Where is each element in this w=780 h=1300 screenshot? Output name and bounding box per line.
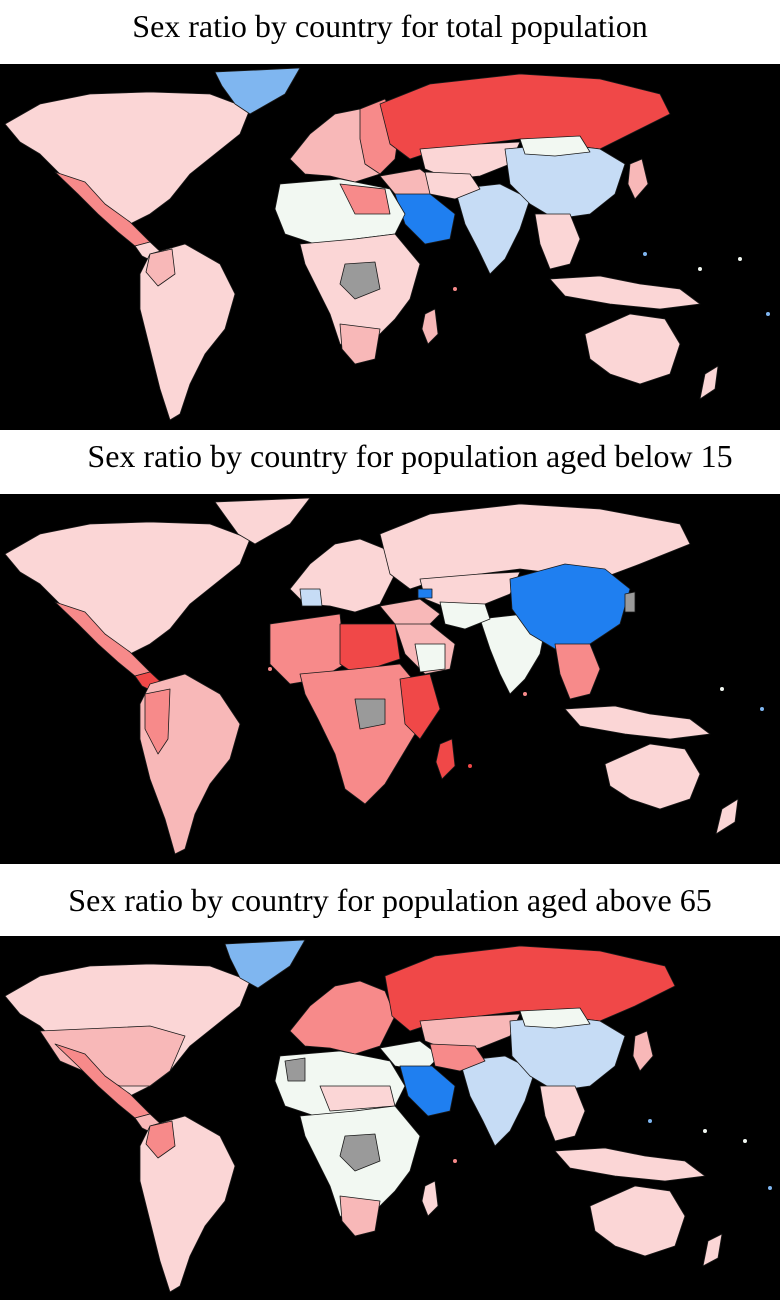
region-dr-congo bbox=[339, 1133, 381, 1172]
region-madagascar bbox=[435, 738, 456, 780]
region-japan bbox=[627, 158, 649, 200]
island-marker bbox=[453, 287, 457, 291]
region-caucasus bbox=[417, 588, 433, 599]
region-new-zealand bbox=[702, 1233, 723, 1267]
island-marker bbox=[698, 267, 702, 271]
region-mongolia bbox=[519, 135, 591, 157]
island-marker bbox=[648, 1119, 652, 1123]
region-middle-east bbox=[379, 1040, 441, 1072]
region-iran-pakistan bbox=[429, 1043, 486, 1072]
region-new-zealand bbox=[699, 365, 719, 400]
region-greenland bbox=[224, 939, 306, 989]
map-title-total: Sex ratio by country for total populatio… bbox=[132, 8, 648, 44]
region-japan bbox=[632, 1030, 654, 1072]
region-madagascar bbox=[421, 1180, 439, 1217]
region-southern-africa bbox=[339, 323, 381, 365]
island-marker bbox=[523, 692, 527, 696]
region-india bbox=[454, 183, 531, 275]
island-marker bbox=[453, 1159, 457, 1163]
region-north-america bbox=[4, 521, 251, 655]
region-iran-pakistan bbox=[424, 171, 481, 200]
region-indonesia bbox=[549, 275, 701, 310]
island-marker bbox=[703, 1129, 707, 1133]
region-australia bbox=[604, 743, 701, 810]
island-marker bbox=[766, 312, 770, 316]
region-arabia bbox=[399, 1065, 456, 1117]
region-central-asia bbox=[419, 141, 521, 180]
region-central-asia bbox=[419, 571, 521, 610]
region-indonesia bbox=[554, 1147, 706, 1182]
region-iran-pakistan bbox=[439, 601, 491, 630]
region-madagascar bbox=[421, 308, 439, 345]
map-total-population bbox=[0, 64, 780, 430]
region-andes bbox=[144, 688, 171, 755]
region-southeast-asia bbox=[534, 213, 581, 270]
island-marker bbox=[468, 764, 472, 768]
region-west-africa-gray bbox=[284, 1057, 306, 1082]
region-dr-congo bbox=[339, 261, 381, 300]
region-southern-africa bbox=[339, 1195, 381, 1237]
region-central-africa bbox=[299, 663, 426, 805]
map-above-65 bbox=[0, 936, 780, 1300]
region-western-europe bbox=[289, 980, 396, 1055]
island-marker bbox=[760, 707, 764, 711]
region-indonesia bbox=[564, 705, 711, 740]
island-marker bbox=[743, 1139, 747, 1143]
region-east-africa bbox=[399, 673, 441, 740]
island-marker bbox=[738, 257, 742, 261]
region-greenland bbox=[214, 67, 301, 115]
region-dr-congo bbox=[354, 698, 386, 730]
region-new-zealand bbox=[715, 798, 739, 835]
region-arabia bbox=[394, 193, 456, 245]
island-marker bbox=[268, 667, 272, 671]
region-mongolia bbox=[519, 1007, 591, 1029]
region-egypt-libya bbox=[339, 183, 391, 215]
region-colombia bbox=[145, 1120, 176, 1159]
region-korea bbox=[624, 591, 636, 613]
island-marker bbox=[768, 1186, 772, 1190]
region-australia bbox=[584, 313, 681, 385]
region-southeast-asia bbox=[554, 643, 601, 700]
map-below-15 bbox=[0, 494, 780, 864]
world-map-svg bbox=[4, 67, 770, 421]
world-map-svg bbox=[4, 939, 772, 1293]
island-marker bbox=[643, 252, 647, 256]
island-marker bbox=[720, 687, 724, 691]
region-central-asia bbox=[419, 1013, 521, 1052]
region-southeast-asia bbox=[539, 1085, 586, 1142]
region-india bbox=[459, 1055, 536, 1147]
region-south-america bbox=[139, 243, 236, 421]
region-greenland bbox=[214, 497, 311, 545]
region-south-america bbox=[139, 1115, 236, 1293]
region-middle-east bbox=[379, 598, 441, 630]
region-china bbox=[509, 563, 631, 650]
region-ethiopia bbox=[414, 643, 446, 673]
map-title-above-65: Sex ratio by country for population aged… bbox=[68, 882, 712, 918]
region-colombia bbox=[145, 248, 176, 287]
region-usa bbox=[39, 1025, 186, 1087]
world-map-svg bbox=[4, 497, 764, 855]
region-north-america bbox=[4, 91, 251, 225]
region-iberia bbox=[299, 588, 323, 607]
map-title-below-15: Sex ratio by country for population aged… bbox=[87, 438, 733, 474]
region-australia bbox=[589, 1185, 686, 1257]
